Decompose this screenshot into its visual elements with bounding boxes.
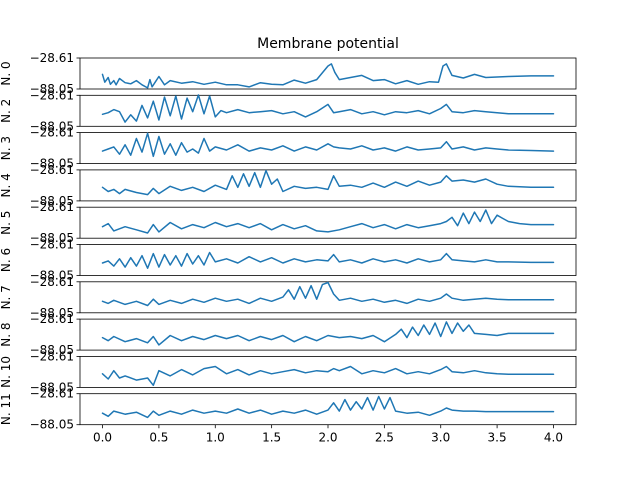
- y-axis-label: N. 3: [0, 136, 13, 160]
- panel-frame: [79, 169, 577, 202]
- y-tick-label-min: −88.05: [30, 343, 74, 357]
- y-tick-label-max: −28.61: [30, 238, 74, 252]
- y-tick-label-max: −28.61: [30, 312, 74, 326]
- y-tick-label-min: −88.05: [30, 82, 74, 96]
- panel-3: −28.61 −88.05 N. 4: [0, 163, 577, 208]
- x-tick-label: 4.0: [544, 431, 563, 445]
- y-tick-label-max: −28.61: [30, 275, 74, 289]
- y-tick-label-min: −88.05: [30, 418, 74, 432]
- x-tick-label: 1.5: [262, 431, 281, 445]
- panel-frame: [79, 318, 577, 351]
- panel-frame: [79, 132, 577, 165]
- panel-8: −28.61 −88.05 N. 10: [0, 349, 577, 394]
- trace-line: [101, 365, 555, 387]
- chart-title: Membrane potential: [257, 36, 399, 52]
- y-axis-label: N. 8: [0, 322, 13, 346]
- y-tick-label-min: −88.05: [30, 157, 74, 171]
- trace-line: [101, 321, 555, 346]
- y-tick-label-max: −28.61: [30, 163, 74, 177]
- x-tick-label: 2.0: [318, 431, 337, 445]
- panel-frame: [79, 355, 577, 388]
- trace-line: [101, 132, 555, 158]
- y-tick-label-min: −88.05: [30, 119, 74, 133]
- panel-4: −28.61 −88.05 N. 5: [0, 200, 577, 245]
- panels-group: −28.61−88.05N. 0−28.61−88.05N. 2−28.61−8…: [0, 51, 577, 432]
- panel-1: −28.61 −88.05 N. 2: [0, 88, 577, 133]
- x-tick-label: 0.0: [93, 431, 112, 445]
- trace-line: [101, 251, 555, 269]
- y-axis-label: N. 2: [0, 99, 13, 123]
- y-axis-label: N. 0: [0, 61, 13, 85]
- x-tick-label: 0.5: [149, 431, 168, 445]
- y-tick-label-min: −88.05: [30, 269, 74, 283]
- trace-line: [101, 169, 555, 196]
- x-tick-label: 2.5: [375, 431, 394, 445]
- trace-line: [101, 63, 555, 89]
- y-tick-label-min: −88.05: [30, 231, 74, 245]
- x-tick-label: 3.0: [431, 431, 450, 445]
- y-tick-label-max: −28.61: [30, 200, 74, 214]
- panel-frame: [79, 281, 577, 314]
- y-tick-label-max: −28.61: [30, 126, 74, 140]
- y-tick-label-min: −88.05: [30, 380, 74, 394]
- panel-2: −28.61 −88.05 N. 3: [0, 126, 577, 171]
- x-tick-label: 3.5: [488, 431, 507, 445]
- panel-frame: [79, 94, 577, 127]
- y-tick-label-min: −88.05: [30, 306, 74, 320]
- panel-5: −28.61 −88.05 N. 6: [0, 238, 577, 283]
- panel-frame: [79, 244, 577, 276]
- trace-line: [101, 395, 555, 419]
- y-axis-label: N. 11: [0, 393, 13, 425]
- y-axis-label: N. 6: [0, 248, 13, 272]
- panel-6: −28.61 −88.05 N. 7: [0, 275, 577, 320]
- y-axis-label: N. 10: [0, 356, 13, 388]
- y-tick-label-max: −28.61: [30, 51, 74, 65]
- panel-frame: [79, 206, 577, 239]
- trace-line: [101, 94, 555, 123]
- panel-9: −28.61 −88.05 N. 11: [0, 387, 577, 432]
- panel-7: −28.61 −88.05 N. 8: [0, 312, 577, 357]
- panel-0: −28.61 −88.05 N. 0: [0, 51, 577, 96]
- panel-frame: [79, 57, 577, 90]
- y-tick-label-max: −28.61: [30, 387, 74, 401]
- y-axis-label: N. 5: [0, 211, 13, 235]
- x-tick-label: 1.0: [206, 431, 225, 445]
- trace-line: [101, 281, 555, 307]
- trace-line: [101, 209, 555, 234]
- x-axis: 0.0 0.5 1.0 1.5 2.0 2.5 3.0 3.5 4.0: [93, 424, 563, 445]
- y-tick-label-min: −88.05: [30, 194, 74, 208]
- y-axis-label: N. 4: [0, 173, 13, 197]
- y-tick-label-max: −28.61: [30, 349, 74, 363]
- y-tick-label-max: −28.61: [30, 88, 74, 102]
- y-axis-label: N. 7: [0, 285, 13, 309]
